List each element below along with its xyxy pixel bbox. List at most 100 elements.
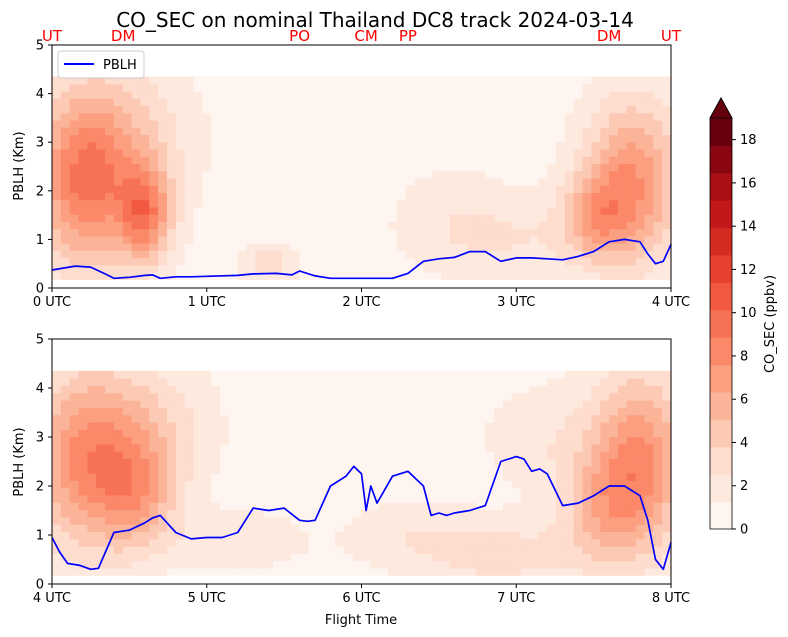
top-field-cell [644,243,654,251]
bottom-field-cell [255,494,265,503]
top-field-cell [582,120,593,128]
bottom-field-cell [396,385,407,394]
top-field-cell [441,257,451,266]
bottom-field-cell [476,385,486,394]
bottom-field-cell [573,494,584,503]
bottom-field-cell [511,385,522,394]
top-field-cell [96,250,106,259]
bottom-field-cell [237,458,248,467]
bottom-field-cell [113,494,124,503]
bottom-field-cell [87,567,97,576]
bottom-field-cell [441,392,451,401]
bottom-field-cell [476,509,486,518]
top-field-cell [237,177,248,186]
top-field-cell [441,148,451,157]
top-field-cell [441,105,451,114]
bottom-field-cell [131,502,142,511]
bottom-field-cell [600,487,610,496]
top-field-cell [361,221,371,230]
top-field-cell [87,112,97,121]
top-field-cell [467,105,478,114]
bottom-field-cell [299,421,310,430]
bottom-field-cell [396,545,407,554]
bottom-field-cell [564,509,575,518]
top-field-cell [441,76,451,85]
top-field-cell [308,177,318,186]
top-field-cell [653,199,663,208]
top-field-cell [405,91,416,99]
top-field-cell [255,141,265,150]
top-field-cell [237,221,248,230]
bottom-field-cell [175,524,186,532]
bottom-field-cell [113,487,124,496]
top-field-cell [617,134,628,143]
top-field-cell [228,105,239,114]
bottom-field-cell [396,407,407,416]
bottom-field-cell [449,436,460,445]
top-field-cell [538,141,548,150]
top-field-cell [202,141,212,150]
bottom-field-cell [264,473,274,481]
top-field-cell [538,243,548,251]
bottom-field-cell [467,465,478,474]
top-field-cell [105,250,115,259]
top-field-cell [361,214,371,222]
bottom-field-cell [237,524,248,532]
bottom-field-cell [547,502,557,511]
top-field-cell [405,112,416,121]
bottom-field-cell [184,538,195,547]
top-field-cell [582,228,593,237]
top-field-cell [237,228,248,237]
top-field-cell [60,214,71,222]
bottom-field-cell [131,567,142,576]
bottom-field-cell [308,378,318,387]
top-field-cell [193,257,203,266]
top-field-cell [69,228,80,237]
top-field-cell [441,141,451,150]
bottom-field-cell [370,451,380,460]
bottom-field-cell [220,392,230,401]
top-field-cell [166,163,177,172]
bottom-field-cell [255,378,265,387]
top-field-cell [290,257,301,266]
bottom-field-cell [467,378,478,387]
bottom-field-cell [228,407,239,416]
top-field-cell [396,264,407,273]
bottom-field-cell [379,407,389,416]
colorbar-segment [710,227,732,256]
top-field-cell [370,76,380,85]
bottom-field-cell [370,407,380,416]
top-field-cell [246,83,256,92]
bottom-field-cell [255,509,265,518]
bottom-field-cell [653,524,663,532]
top-field-cell [467,141,478,150]
bottom-field-cell [511,531,522,540]
top-field-cell [609,243,619,251]
top-field-cell [423,250,433,259]
top-field-cell [485,272,495,280]
top-field-cell [122,206,133,215]
bottom-field-cell [396,516,407,525]
top-field-cell [511,243,522,251]
top-field-cell [502,76,513,85]
top-field-cell [458,228,469,237]
top-field-cell [211,134,221,143]
top-field-cell [105,170,115,179]
top-field-cell [175,250,186,259]
bottom-field-cell [502,458,513,467]
bottom-field-cell [591,509,601,518]
top-field-cell [388,177,398,186]
top-field-cell [423,257,433,266]
top-field-cell [140,199,150,208]
top-field-cell [334,192,345,201]
bottom-field-cell [538,560,548,569]
top-field-cell [361,105,371,114]
top-field-cell [352,134,363,143]
top-field-cell [220,156,230,165]
bottom-field-cell [485,370,495,379]
top-field-cell [343,163,354,172]
bottom-field-cell [361,392,371,401]
top-field-cell [96,264,106,273]
bottom-field-cell [140,458,150,467]
bottom-field-cell [635,545,646,554]
